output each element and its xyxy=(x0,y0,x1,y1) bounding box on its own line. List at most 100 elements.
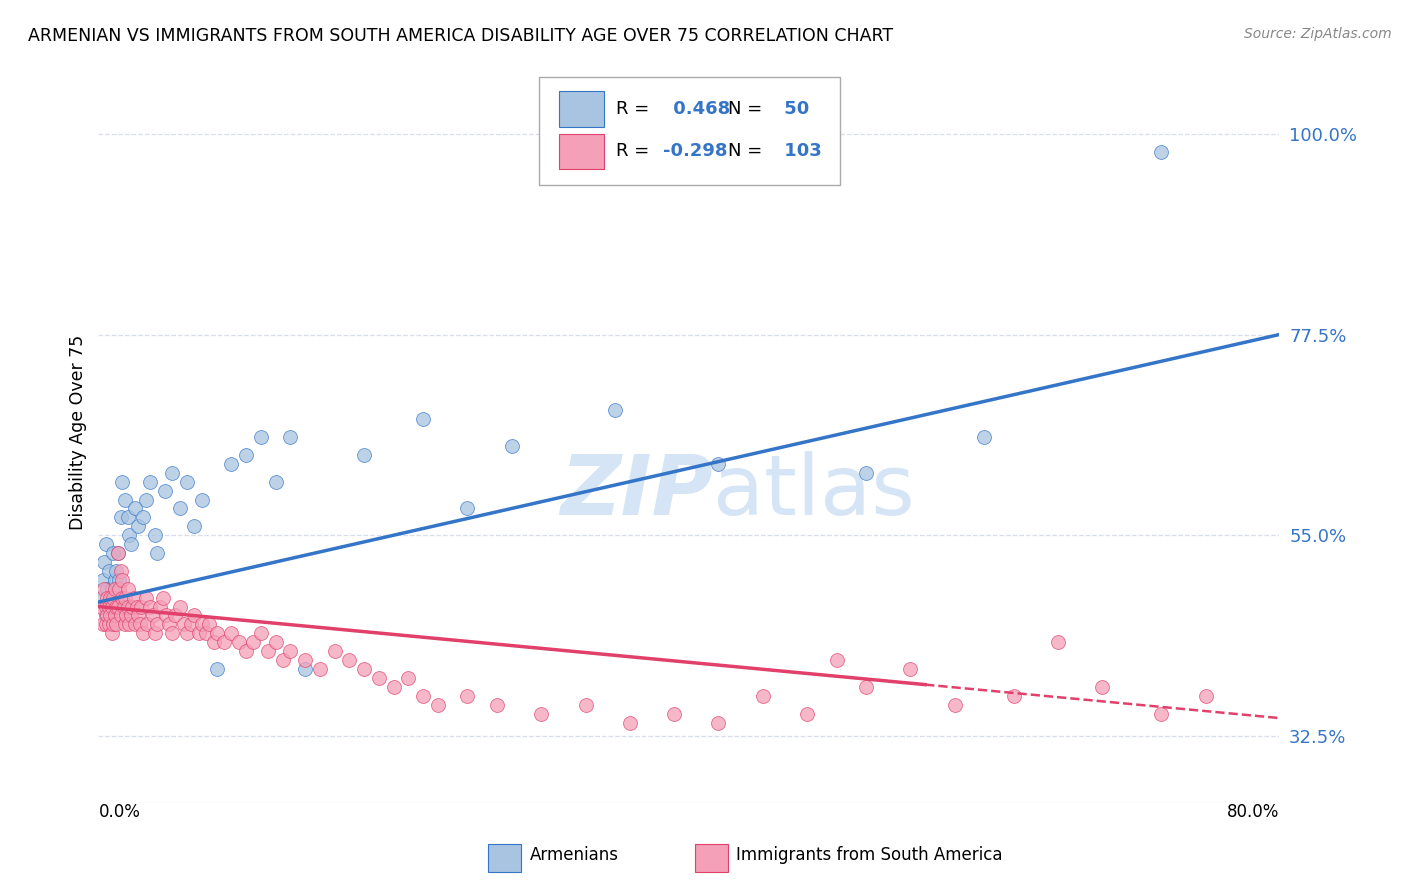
Point xyxy=(117,599,139,614)
Point xyxy=(575,698,598,712)
Point xyxy=(121,599,143,614)
Text: 80.0%: 80.0% xyxy=(1227,803,1279,821)
Point xyxy=(855,466,877,480)
Point xyxy=(280,430,302,444)
Text: Source: ZipAtlas.com: Source: ZipAtlas.com xyxy=(1244,27,1392,41)
Point xyxy=(825,653,848,667)
Point xyxy=(122,591,145,605)
Point xyxy=(136,617,159,632)
Text: N =: N = xyxy=(728,100,768,118)
Point xyxy=(90,599,112,614)
Point xyxy=(135,492,157,507)
Point xyxy=(94,617,117,632)
Point xyxy=(129,599,152,614)
Point xyxy=(100,626,122,640)
Point xyxy=(169,599,191,614)
Point xyxy=(127,608,149,623)
Point xyxy=(110,564,132,578)
Point xyxy=(110,608,132,623)
Point xyxy=(457,501,479,516)
Point xyxy=(117,510,139,524)
Point xyxy=(112,599,135,614)
Point xyxy=(162,626,183,640)
Point xyxy=(153,483,176,498)
Point xyxy=(162,466,183,480)
Point xyxy=(205,662,228,676)
Point xyxy=(110,510,132,524)
Point xyxy=(103,546,125,560)
Point xyxy=(124,617,146,632)
Point xyxy=(146,546,169,560)
Point xyxy=(96,608,118,623)
Point xyxy=(94,537,117,551)
Point xyxy=(257,644,280,658)
Point xyxy=(176,626,198,640)
Point xyxy=(94,608,117,623)
Point xyxy=(117,582,139,596)
Text: -0.298: -0.298 xyxy=(664,143,727,161)
Point xyxy=(118,528,141,542)
Point xyxy=(250,430,273,444)
Point xyxy=(111,573,134,587)
Point xyxy=(120,537,142,551)
Point xyxy=(90,591,112,605)
Point xyxy=(973,430,995,444)
Point xyxy=(96,582,118,596)
Text: R =: R = xyxy=(616,143,655,161)
Point xyxy=(124,501,146,516)
Point xyxy=(228,635,250,649)
Point xyxy=(114,492,136,507)
Point xyxy=(250,626,273,640)
Point xyxy=(353,448,375,462)
Point xyxy=(180,617,202,632)
Point xyxy=(221,457,243,471)
Point xyxy=(280,644,302,658)
Point xyxy=(353,662,375,676)
Point xyxy=(104,608,127,623)
Point xyxy=(139,475,162,489)
Text: R =: R = xyxy=(616,100,655,118)
Point xyxy=(125,599,148,614)
Y-axis label: Disability Age Over 75: Disability Age Over 75 xyxy=(69,335,87,530)
Point xyxy=(108,582,131,596)
Point xyxy=(235,644,257,658)
Point xyxy=(187,626,209,640)
Point xyxy=(707,715,730,730)
Text: N =: N = xyxy=(728,143,768,161)
Point xyxy=(107,546,129,560)
Point xyxy=(94,599,117,614)
Point xyxy=(294,653,316,667)
Point xyxy=(146,617,169,632)
Point xyxy=(412,412,434,426)
Point xyxy=(127,519,149,533)
Point xyxy=(796,706,818,721)
Point xyxy=(398,671,420,685)
Point xyxy=(368,671,391,685)
Point xyxy=(115,608,138,623)
Point xyxy=(664,706,686,721)
Point xyxy=(183,608,205,623)
Point xyxy=(111,475,134,489)
Point xyxy=(752,689,775,703)
Point xyxy=(943,698,966,712)
Point xyxy=(97,599,120,614)
Text: atlas: atlas xyxy=(713,451,914,533)
Point xyxy=(1091,680,1114,694)
Text: Armenians: Armenians xyxy=(530,846,619,863)
Point xyxy=(212,635,235,649)
Text: 103: 103 xyxy=(778,143,821,161)
Point xyxy=(191,492,214,507)
Point xyxy=(530,706,553,721)
Bar xyxy=(560,91,605,127)
Point xyxy=(605,403,627,417)
Point xyxy=(98,608,121,623)
Point xyxy=(198,617,221,632)
Point xyxy=(264,475,287,489)
Point xyxy=(339,653,361,667)
Point xyxy=(98,599,121,614)
Point xyxy=(294,662,316,676)
Point xyxy=(118,617,141,632)
Text: ZIP: ZIP xyxy=(560,451,713,533)
Point xyxy=(91,617,114,632)
Point xyxy=(114,591,136,605)
